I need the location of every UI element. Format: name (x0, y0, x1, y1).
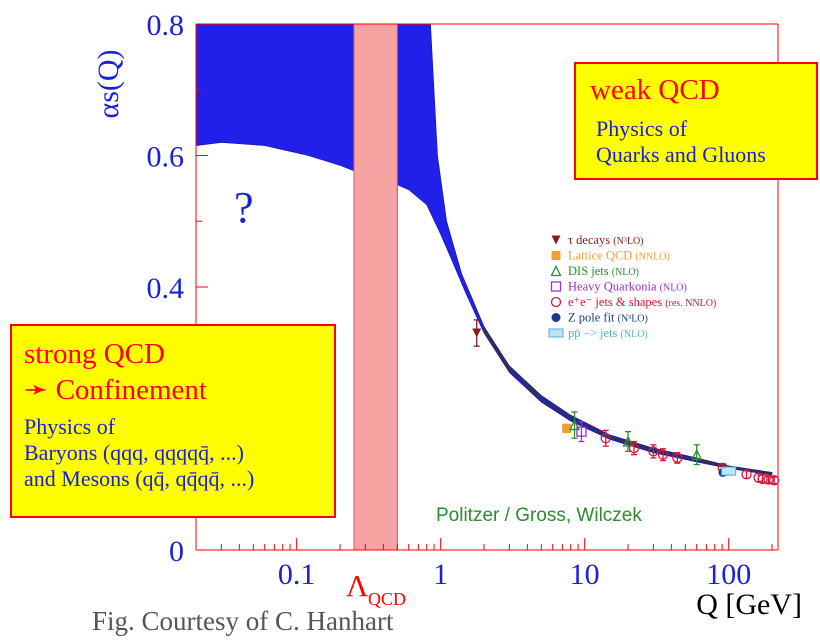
legend-entry: Lattice QCD (NNLO) (568, 249, 670, 263)
legend-marker (548, 328, 564, 338)
legend-entry: τ decays (N³LO) (568, 233, 644, 247)
data-point (672, 452, 683, 464)
points-layer (472, 319, 780, 486)
y-axis-label: αs(Q) (92, 49, 125, 118)
labels-layer: αs(Q) Q [GeV] Λ QCD? Politzer / Gross, Wilcz… (92, 49, 802, 621)
x-tick-label: 1 (433, 558, 448, 591)
y-tick-label: 0.8 (147, 9, 185, 42)
y-tick-label: 0.4 (147, 272, 185, 305)
data-point (691, 448, 703, 460)
question-mark: ? (234, 183, 254, 232)
theory-credit: Politzer / Gross, Wilczek (436, 505, 642, 526)
data-point (628, 442, 640, 454)
weak-qcd-line1: Physics of (596, 116, 688, 141)
lambda-qcd-subscript: QCD (368, 589, 406, 609)
y-tick-label: 0 (169, 535, 184, 568)
legend-entry: Heavy Quarkonia (NLO) (568, 280, 687, 294)
data-point (562, 423, 572, 433)
y-tick-label: 0.6 (147, 141, 185, 174)
data-point (600, 433, 611, 444)
data-point (576, 426, 587, 437)
lambda-qcd-band-front (353, 23, 398, 551)
x-tick-label: 10 (570, 558, 600, 591)
weak-qcd-heading: weak QCD (590, 74, 720, 106)
legend-entry: DIS jets (NLO) (568, 264, 639, 278)
data-point (648, 446, 659, 457)
legend-entry: Z pole fit (N³LO) (568, 311, 648, 325)
strong-qcd-box: strong QCD ➛ Confinement Physics of Bary… (10, 324, 336, 518)
theory-curve-2 (483, 331, 773, 475)
strong-qcd-heading: strong QCD (24, 338, 165, 370)
legend: τ decays (N³LO) Lattice QCD (NNLO)DIS jet… (548, 233, 716, 340)
arrow-icon: ➛ (24, 374, 49, 406)
data-point (622, 435, 634, 447)
data-point (769, 475, 780, 486)
strong-qcd-line1: Physics of (24, 414, 116, 439)
x-tick-label: 0.1 (278, 558, 316, 591)
legend-entry: pp̄ –> jets (NLO) (568, 326, 648, 340)
weak-qcd-box: weak QCD Physics of Quarks and Gluons (574, 62, 818, 180)
legend-marker (550, 296, 562, 308)
legend-marker (550, 281, 562, 292)
weak-qcd-line2: Quarks and Gluons (596, 142, 766, 167)
data-point (568, 419, 581, 431)
data-point (472, 328, 482, 338)
legend-marker (550, 265, 562, 277)
confinement-label: Confinement (55, 374, 207, 406)
data-point (741, 469, 752, 480)
legend-marker (551, 235, 561, 245)
x-axis-label: Q [GeV] (696, 588, 802, 621)
theory-curve-1 (483, 329, 773, 475)
data-point (763, 474, 774, 485)
strong-qcd-line3: and Mesons (qq̄, qq̄qq̄, ...) (24, 466, 255, 491)
figure-caption: Fig. Courtesy of C. Hanhart (92, 606, 394, 636)
data-point (757, 473, 768, 485)
legend-marker (551, 251, 561, 260)
legend-marker (551, 313, 561, 322)
data-point (721, 466, 737, 476)
lambda-qcd-label: Λ (346, 568, 369, 603)
legend-entry: e⁺e⁻ jets & shapes (res. NNLO) (568, 295, 716, 309)
x-tick-label: 100 (706, 558, 751, 591)
strong-qcd-line2: Baryons (qqq, qqqqq̄, ...) (24, 440, 244, 465)
data-point (657, 449, 669, 460)
